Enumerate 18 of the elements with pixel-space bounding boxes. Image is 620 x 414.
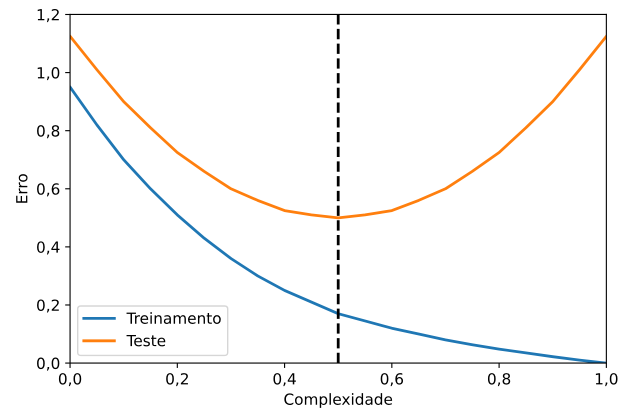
line-series	[70, 34, 606, 220]
y-tick-label: 1,2	[38, 8, 59, 22]
x-tick-label: 0,2	[166, 373, 188, 386]
legend-label: Treinamento	[126, 312, 221, 324]
y-tick-label: 0,2	[37, 299, 59, 313]
y-tick-label: 0,6	[37, 183, 60, 196]
x-tick-label: 0,0	[58, 373, 82, 386]
x-tick-label: 1,0	[596, 373, 618, 386]
x-axis-title: Complexidade	[284, 393, 392, 408]
y-tick-label: 0,0	[37, 358, 60, 371]
legend-label: Teste	[126, 335, 166, 346]
y-axis-title: Erro	[16, 174, 28, 203]
y-tick-label: 1,0	[38, 67, 60, 80]
x-tick-label: 0,8	[488, 373, 510, 386]
y-tick-label: 0,8	[37, 125, 60, 138]
x-tick-label: 0,6	[380, 373, 404, 386]
x-tick-label: 0,4	[273, 373, 296, 386]
y-tick-label: 0,4	[37, 241, 60, 254]
